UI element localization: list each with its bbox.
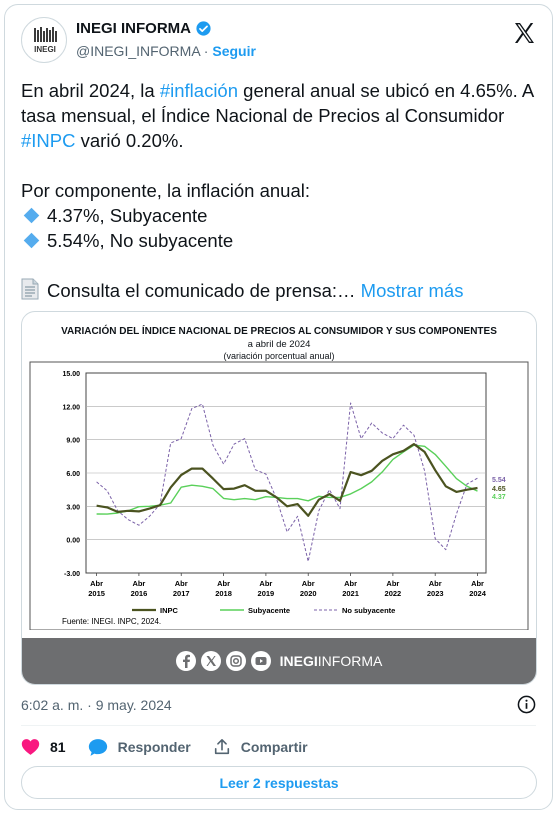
x-logo-icon[interactable] — [512, 21, 536, 45]
heart-icon — [21, 739, 40, 755]
x-tick-label: 2018 — [215, 589, 232, 598]
chart-title: VARIACIÓN DEL ÍNDICE NACIONAL DE PRECIOS… — [61, 326, 497, 337]
x-tick-label: Abr — [175, 579, 188, 588]
brand-wordmark: INEGIINFORMA — [280, 653, 383, 669]
tweet-media-image[interactable]: VARIACIÓN DEL ÍNDICE NACIONAL DE PRECIOS… — [21, 311, 537, 685]
read-replies-button[interactable]: Leer 2 respuestas — [21, 766, 537, 799]
tweet-paragraph-2: Por componente, la inflación anual: — [21, 180, 310, 201]
reply-bubble-icon — [88, 738, 107, 756]
chart-subtitle-units: (variación porcentual anual) — [223, 351, 335, 361]
info-icon[interactable] — [517, 695, 536, 714]
end-label-subyacente: 4.37 — [492, 494, 506, 501]
handle[interactable]: @INEGI_INFORMA — [76, 43, 200, 59]
x-tick-label: 2023 — [427, 589, 444, 598]
x-tick-label: 2019 — [258, 589, 275, 598]
x-tick-label: Abr — [386, 579, 399, 588]
divider — [21, 725, 536, 726]
x-tick-label: 2015 — [88, 589, 105, 598]
press-release-text: Consulta el comunicado de prensa:… — [47, 280, 356, 301]
share-label: Compartir — [240, 739, 308, 755]
verified-badge-icon — [196, 21, 211, 36]
share-icon — [214, 738, 229, 755]
blue-diamond-icon — [23, 232, 40, 249]
tweet-text-fragment: En abril 2024, la — [21, 80, 160, 101]
y-tick-label: -3.00 — [64, 571, 80, 578]
brand-bold: INEGI — [279, 653, 318, 669]
y-tick-label: 12.00 — [62, 404, 80, 411]
bullet-no-subyacente: 5.54%, No subyacente — [21, 228, 537, 253]
y-tick-label: 6.00 — [66, 471, 80, 478]
x-tick-label: Abr — [90, 579, 103, 588]
media-footer-bar: INEGIINFORMA — [22, 638, 536, 684]
bullet-subyacente: 4.37%, Subyacente — [21, 203, 537, 228]
bullet-text: 5.54%, No subyacente — [47, 230, 234, 251]
y-tick-label: 9.00 — [66, 438, 80, 445]
display-name[interactable]: INEGI INFORMA — [76, 20, 191, 37]
facebook-icon — [175, 651, 196, 671]
end-label-inpc: 4.65 — [492, 486, 506, 493]
tweet-card: INEGI INEGI INFORMA @INEGI_INFORMA · Seg… — [4, 4, 553, 810]
x-tick-label: 2021 — [342, 589, 359, 598]
follow-button[interactable]: Seguir — [212, 43, 256, 59]
chart-frame — [29, 361, 529, 630]
y-tick-label: 15.00 — [62, 371, 80, 378]
reply-label: Responder — [117, 739, 191, 755]
legend-label: INPC — [160, 606, 179, 615]
brand-rest: INFORMA — [317, 653, 383, 669]
x-tick-label: 2016 — [131, 589, 148, 598]
y-tick-label: 0.00 — [66, 538, 80, 545]
tweet-text: En abril 2024, la #inflación general anu… — [21, 78, 537, 303]
like-count: 81 — [50, 739, 66, 755]
blue-diamond-icon — [23, 207, 40, 224]
x-tick-label: Abr — [429, 579, 442, 588]
tweet-paragraph-3: Consulta el comunicado de prensa:… Mostr… — [21, 278, 537, 303]
x-tick-label: 2020 — [300, 589, 317, 598]
x-tick-label: 2024 — [469, 589, 487, 598]
chart-subtitle: a abril de 2024 — [247, 339, 311, 350]
reply-button[interactable]: Responder — [88, 738, 191, 757]
hashtag-inpc-link[interactable]: #INPC — [21, 130, 76, 151]
x-tick-label: Abr — [259, 579, 272, 588]
y-axis-ticks: 15.00 12.00 9.00 6.00 3.00 0.00 -3.00 — [62, 371, 80, 578]
tweet-timestamp[interactable]: 6:02 a. m. · 9 may. 2024 — [21, 697, 172, 713]
x-tick-label: Abr — [344, 579, 357, 588]
chart-source: Fuente: INEGI. INPC, 2024. — [62, 617, 161, 626]
tweet-header: INEGI INEGI INFORMA @INEGI_INFORMA · Seg… — [21, 17, 536, 65]
chart-series — [96, 402, 478, 562]
x-tick-label: 2017 — [173, 589, 190, 598]
end-value-labels: 5.54 4.654.37 — [492, 477, 506, 501]
x-tick-label: Abr — [217, 579, 230, 588]
x-tick-label: Abr — [471, 579, 484, 588]
tweet-text-fragment: general anual se ubicó en 4.65%. A tasa … — [21, 80, 534, 126]
legend-label: No subyacente — [342, 606, 395, 615]
tweet-actions: 81 Responder Compartir — [21, 736, 330, 758]
x-social-icon — [200, 651, 221, 671]
share-button[interactable]: Compartir — [213, 738, 308, 756]
hashtag-inflacion-link[interactable]: #inflación — [159, 80, 239, 101]
end-label-no_subyacente: 5.54 — [492, 477, 506, 484]
x-axis-ticks: Abr2015Abr2016Abr2017Abr2018Abr2019Abr20… — [88, 573, 487, 598]
y-tick-label: 3.00 — [66, 504, 80, 511]
show-more-link[interactable]: Mostrar más — [360, 280, 464, 301]
x-tick-label: Abr — [132, 579, 145, 588]
like-button[interactable]: 81 — [21, 738, 66, 756]
chart-legend: INPC Subyacente No subyacente — [132, 606, 395, 615]
tweet-text-fragment: varió 0.20%. — [75, 130, 184, 151]
youtube-icon — [250, 651, 271, 671]
handle-separator: · — [199, 43, 213, 59]
instagram-icon — [225, 651, 246, 671]
legend-label: Subyacente — [248, 606, 290, 615]
x-tick-label: Abr — [302, 579, 315, 588]
document-icon — [21, 278, 39, 300]
bullet-text: 4.37%, Subyacente — [47, 205, 208, 226]
avatar[interactable]: INEGI — [21, 17, 67, 63]
tweet-paragraph-1: En abril 2024, la #inflación general anu… — [21, 78, 537, 153]
x-tick-label: 2022 — [385, 589, 402, 598]
avatar-text: INEGI — [34, 45, 56, 54]
series-line-inpc — [96, 442, 478, 517]
